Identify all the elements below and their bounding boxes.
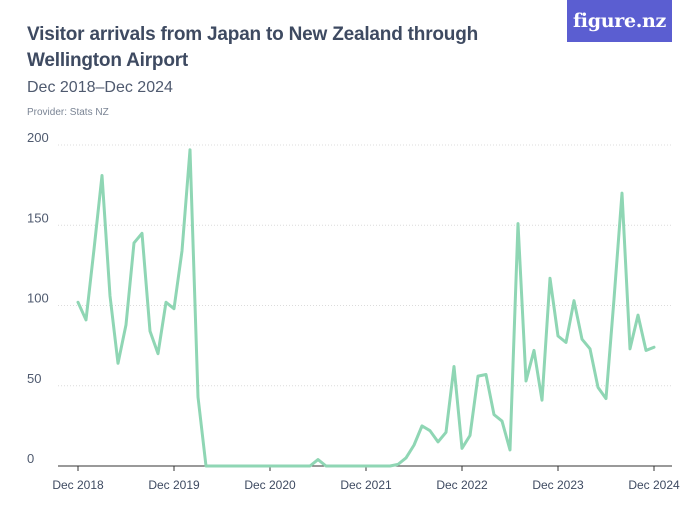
x-tick-label-4: Dec 2022 — [436, 478, 488, 492]
x-tick-label-6: Dec 2024 — [628, 478, 680, 492]
chart-title: Visitor arrivals from Japan to New Zeala… — [27, 24, 479, 71]
x-axis-ticks: Dec 2018 Dec 2019 Dec 2020 Dec 2021 Dec 2022… — [52, 466, 680, 492]
x-tick-label-1: Dec 2019 — [148, 478, 200, 492]
x-tick-label-0: Dec 2018 — [52, 478, 104, 492]
y-tick-label-100: 100 — [27, 291, 49, 306]
y-tick-label-0: 0 — [27, 451, 34, 466]
y-tick-label-200: 200 — [27, 130, 49, 145]
grid-lines — [58, 144, 672, 387]
y-tick-label-150: 150 — [27, 210, 49, 225]
y-axis-labels: 0 50 100 150 200 — [27, 130, 49, 466]
chart-header: Visitor arrivals from Japan to New Zeala… — [27, 22, 547, 120]
x-tick-label-5: Dec 2023 — [532, 478, 584, 492]
data-provider: Provider: Stats NZ — [27, 107, 109, 118]
x-tick-label-3: Dec 2021 — [340, 478, 392, 492]
y-tick-label-50: 50 — [27, 371, 41, 386]
chart-subtitle: Dec 2018–Dec 2024 — [27, 79, 173, 96]
x-tick-label-2: Dec 2020 — [244, 478, 296, 492]
series-line-japan-arrivals — [76, 148, 656, 468]
figure-nz-logo[interactable]: figure.nz — [567, 0, 672, 42]
